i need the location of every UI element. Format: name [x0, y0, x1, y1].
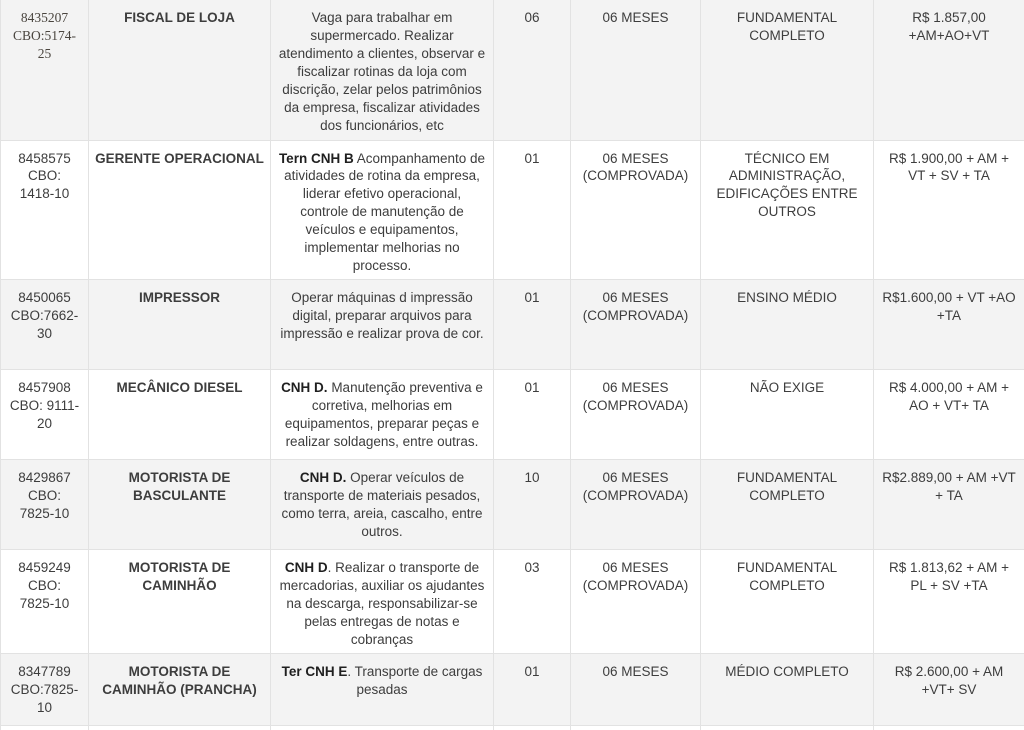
cell-experience: 06 MESES (COMPROVADA)	[570, 549, 701, 654]
cell-empty	[700, 724, 874, 730]
table-row: 8457908 CBO: 9111- 20 MECÂNICO DIESEL CN…	[0, 369, 1024, 461]
cell-description: Vaga para trabalhar em supermercado. Rea…	[270, 0, 494, 141]
cell-salary: R$ 4.000,00 + AM + AO + VT+ TA	[873, 369, 1024, 461]
cell-salary: R$ 1.900,00 + AM + VT + SV + TA	[873, 139, 1024, 281]
table-row: 8347789 CBO:7825- 10 MOTORISTA DE CAMINH…	[0, 652, 1024, 726]
cell-empty	[570, 724, 701, 730]
description-text: Operar máquinas d impressão digital, pre…	[280, 290, 484, 342]
cell-vacancies-count: 01	[493, 652, 571, 726]
cell-experience: 06 MESES	[570, 652, 701, 726]
cell-job-title: GERENTE OPERACIONAL	[88, 139, 271, 281]
cell-empty	[493, 724, 571, 730]
cell-empty	[270, 724, 494, 730]
table-row: 8450065 CBO:7662- 30 IMPRESSOR Operar má…	[0, 279, 1024, 371]
table-row: 8429867 CBO: 7825-10 MOTORISTA DE BASCUL…	[0, 459, 1024, 551]
cell-education: NÃO EXIGE	[700, 369, 874, 461]
cell-job-title: FISCAL DE LOJA	[88, 0, 271, 141]
cell-salary: R$ 2.600,00 + AM +VT+ SV	[873, 652, 1024, 726]
cell-salary: R$1.600,00 + VT +AO +TA	[873, 279, 1024, 371]
cell-code: 8429867 CBO: 7825-10	[0, 459, 89, 551]
cell-vacancies-count: 10	[493, 459, 571, 551]
cell-experience: 06 MESES (COMPROVADA)	[570, 369, 701, 461]
table-row-cropped	[0, 724, 1024, 730]
cell-description: Tern CNH B Acompanhamento de atividades …	[270, 139, 494, 281]
description-text: Operar veículos de transporte de materia…	[281, 470, 483, 540]
cell-description: CNH D. Manutenção preventiva e corretiva…	[270, 369, 494, 461]
cell-experience: 06 MESES (COMPROVADA)	[570, 279, 701, 371]
cell-job-title: MOTORISTA DE CAMINHÃO (PRANCHA)	[88, 652, 271, 726]
cell-education: FUNDAMENTAL COMPLETO	[700, 0, 874, 141]
cell-job-title: MECÂNICO DIESEL	[88, 369, 271, 461]
cell-code: 8450065 CBO:7662- 30	[0, 279, 89, 371]
cell-vacancies-count: 01	[493, 369, 571, 461]
cell-empty	[0, 724, 89, 730]
cell-description: Operar máquinas d impressão digital, pre…	[270, 279, 494, 371]
cell-education: FUNDAMENTAL COMPLETO	[700, 549, 874, 654]
cell-job-title: MOTORISTA DE BASCULANTE	[88, 459, 271, 551]
cell-salary: R$ 1.813,62 + AM + PL + SV +TA	[873, 549, 1024, 654]
cell-code: 8458575 CBO: 1418-10	[0, 139, 89, 281]
cell-vacancies-count: 03	[493, 549, 571, 654]
table-row: 8435207 CBO:5174- 25 FISCAL DE LOJA Vaga…	[0, 0, 1024, 141]
cell-experience: 06 MESES (COMPROVADA)	[570, 139, 701, 281]
description-bold-prefix: CNH D	[284, 560, 328, 576]
cell-description: Ter CNH E. Transporte de cargas pesadas	[270, 652, 494, 726]
description-bold-prefix: CNH D.	[299, 470, 347, 486]
cell-job-title: IMPRESSOR	[88, 279, 271, 371]
cell-code: 8435207 CBO:5174- 25	[0, 0, 89, 141]
description-text: . Transporte de cargas pesadas	[347, 663, 483, 697]
description-bold-prefix: CNH D.	[281, 380, 328, 396]
cell-empty	[88, 724, 271, 730]
cell-vacancies-count: 01	[493, 279, 571, 371]
cell-experience: 06 MESES	[570, 0, 701, 141]
cell-description: CNH D. Operar veículos de transporte de …	[270, 459, 494, 551]
cell-job-title: MOTORISTA DE CAMINHÃO	[88, 549, 271, 654]
cell-education: ENSINO MÉDIO	[700, 279, 874, 371]
cell-salary: R$ 1.857,00 +AM+AO+VT	[873, 0, 1024, 141]
description-bold-prefix: Tern CNH B	[278, 150, 354, 166]
cell-education: MÉDIO COMPLETO	[700, 652, 874, 726]
cell-salary: R$2.889,00 + AM +VT + TA	[873, 459, 1024, 551]
cell-code: 8457908 CBO: 9111- 20	[0, 369, 89, 461]
description-text: Acompanhamento de atividades de rotina d…	[284, 150, 486, 274]
cell-education: FUNDAMENTAL COMPLETO	[700, 459, 874, 551]
description-text: Vaga para trabalhar em supermercado. Rea…	[278, 10, 486, 133]
cell-vacancies-count: 06	[493, 0, 571, 141]
cell-vacancies-count: 01	[493, 139, 571, 281]
cell-experience: 06 MESES (COMPROVADA)	[570, 459, 701, 551]
cell-education: TÉCNICO EM ADMINISTRAÇÃO, EDIFICAÇÕES EN…	[700, 139, 874, 281]
cell-code: 8347789 CBO:7825- 10	[0, 652, 89, 726]
table-row: 8458575 CBO: 1418-10 GERENTE OPERACIONAL…	[0, 139, 1024, 281]
table-row: 8459249 CBO: 7825-10 MOTORISTA DE CAMINH…	[0, 549, 1024, 654]
cell-empty	[873, 724, 1024, 730]
description-text: Manutenção preventiva e corretiva, melho…	[284, 380, 483, 450]
description-text: . Realizar o transporte de mercadorias, …	[279, 560, 485, 647]
cell-code: 8459249 CBO: 7825-10	[0, 549, 89, 654]
cell-description: CNH D. Realizar o transporte de mercador…	[270, 549, 494, 654]
description-bold-prefix: Ter CNH E	[281, 663, 348, 679]
